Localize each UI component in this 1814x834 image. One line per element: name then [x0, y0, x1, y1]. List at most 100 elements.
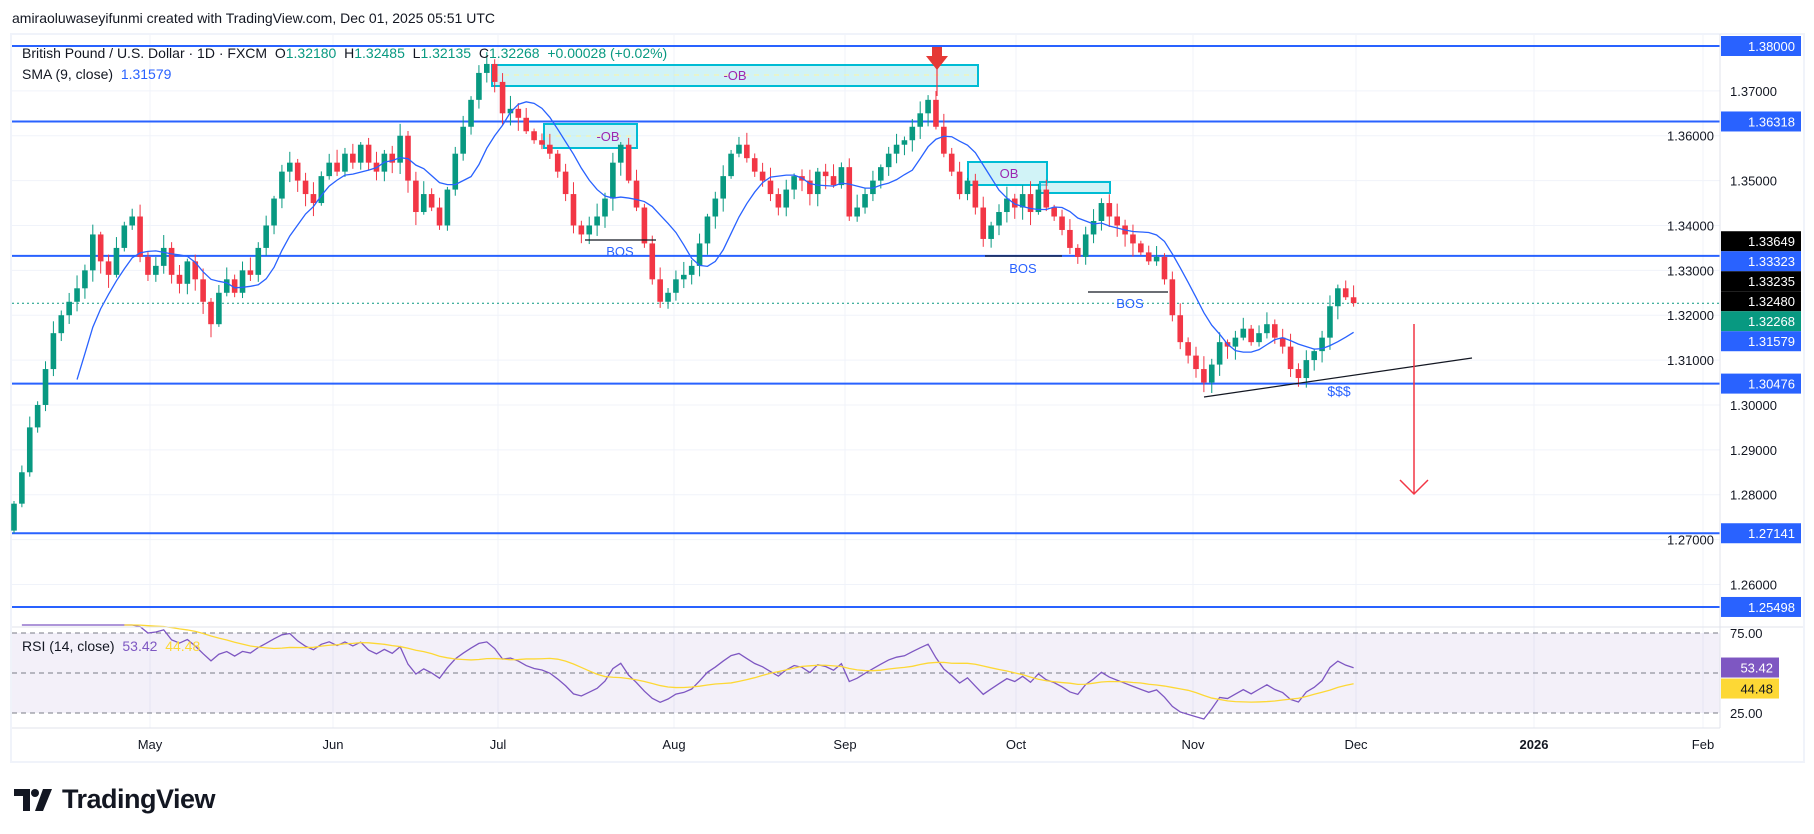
price-label-bg [1721, 373, 1801, 394]
price-label-text: 1.38000 [1748, 39, 1795, 54]
candle [271, 195, 277, 235]
rsi-value-label-text: 44.48 [1740, 682, 1773, 697]
candle-body [342, 153, 348, 172]
candle [736, 136, 742, 158]
candle [846, 158, 853, 221]
candle-body [901, 140, 908, 145]
candle [1256, 325, 1262, 347]
candle [870, 170, 876, 202]
sma-value: 1.31579 [120, 66, 172, 82]
candle [531, 128, 537, 144]
candle-body [499, 81, 506, 114]
candle-body [247, 270, 254, 275]
candle [90, 224, 96, 282]
candle [389, 145, 396, 174]
candle [184, 258, 191, 295]
price-label-text: 1.36318 [1748, 114, 1795, 129]
candle [499, 73, 506, 125]
price-label-text: 1.30476 [1748, 377, 1795, 392]
candle [1019, 185, 1026, 220]
candle [1311, 348, 1317, 371]
time-tick-label: Jul [490, 737, 507, 752]
candle-body [1130, 234, 1136, 244]
candle-body [1193, 355, 1199, 370]
symbol-title: British Pound / U.S. Dollar · 1D · FXCM [22, 45, 268, 61]
candle [594, 203, 600, 236]
candle [428, 188, 435, 212]
symbol-legend[interactable]: British Pound / U.S. Dollar · 1D · FXCM … [22, 45, 667, 61]
price-label: 1.32268 [1721, 311, 1801, 332]
candle-body [665, 292, 671, 302]
candle [460, 115, 466, 161]
candle-body [783, 189, 790, 208]
candle-body [1272, 324, 1278, 338]
candle-body [830, 176, 837, 186]
candle-body [11, 503, 17, 531]
sma-legend[interactable]: SMA (9, close) 1.31579 [22, 66, 171, 82]
candle-body [1248, 328, 1254, 343]
candle-body [1342, 288, 1349, 298]
candle [673, 270, 679, 301]
candle-body [744, 144, 750, 159]
candle [570, 182, 577, 234]
price-label: 1.32480 [1721, 291, 1801, 312]
price-label-text: 1.32480 [1748, 294, 1795, 309]
candle [539, 133, 545, 150]
tradingview-logo[interactable]: TradingView [14, 784, 216, 815]
candle-body [933, 99, 939, 127]
candle-body [121, 225, 128, 248]
candle [972, 173, 979, 215]
candle-body [97, 234, 104, 262]
candle [1145, 245, 1152, 265]
candle [82, 264, 88, 299]
price-label: 1.31579 [1721, 331, 1801, 352]
candle [893, 133, 900, 164]
price-label: 1.33649 [1721, 231, 1801, 252]
candle-body [704, 216, 711, 244]
candle-body [1059, 216, 1065, 230]
price-tick-label: 1.35000 [1730, 174, 1777, 189]
candle [19, 465, 25, 508]
candle-body [649, 243, 656, 280]
candle [26, 416, 33, 477]
candle [1279, 328, 1286, 354]
candle-body [208, 301, 214, 325]
candle [223, 267, 230, 297]
candle [791, 173, 797, 200]
candle-body [1350, 297, 1357, 304]
candle-body [673, 279, 679, 293]
candle [807, 169, 813, 206]
candle-body [50, 333, 57, 370]
open-value: 1.32180 [285, 45, 337, 61]
time-tick-label: Dec [1344, 737, 1368, 752]
candle [1011, 193, 1018, 219]
candle-body [1319, 337, 1325, 352]
price-label-text: 1.33235 [1748, 274, 1795, 289]
candle-body [192, 261, 199, 280]
candle-body [420, 194, 427, 213]
candle-body [531, 131, 537, 141]
rsi-legend[interactable]: RSI (14, close) 53.42 44.48 [22, 638, 200, 654]
candle [105, 254, 112, 288]
candle [42, 361, 49, 412]
price-tick-label: 1.26000 [1730, 577, 1777, 592]
candle [420, 181, 427, 215]
candle-body [1169, 279, 1176, 316]
candle [1090, 209, 1097, 244]
candle-body [759, 171, 766, 181]
grid-lines [12, 34, 1720, 728]
candle-body [318, 176, 325, 204]
open-label: O [274, 45, 286, 61]
rsi-value-label-text: 53.42 [1740, 661, 1773, 676]
order-blocks [491, 64, 1111, 194]
price-label: 1.27141 [1721, 523, 1801, 544]
candle [1185, 337, 1191, 364]
candle [121, 221, 128, 252]
price-label: 1.36318 [1721, 111, 1801, 132]
candle-body [720, 176, 726, 199]
candle [704, 213, 711, 255]
candle [1067, 219, 1073, 255]
candle-body [460, 126, 466, 154]
candle-body [436, 207, 443, 226]
